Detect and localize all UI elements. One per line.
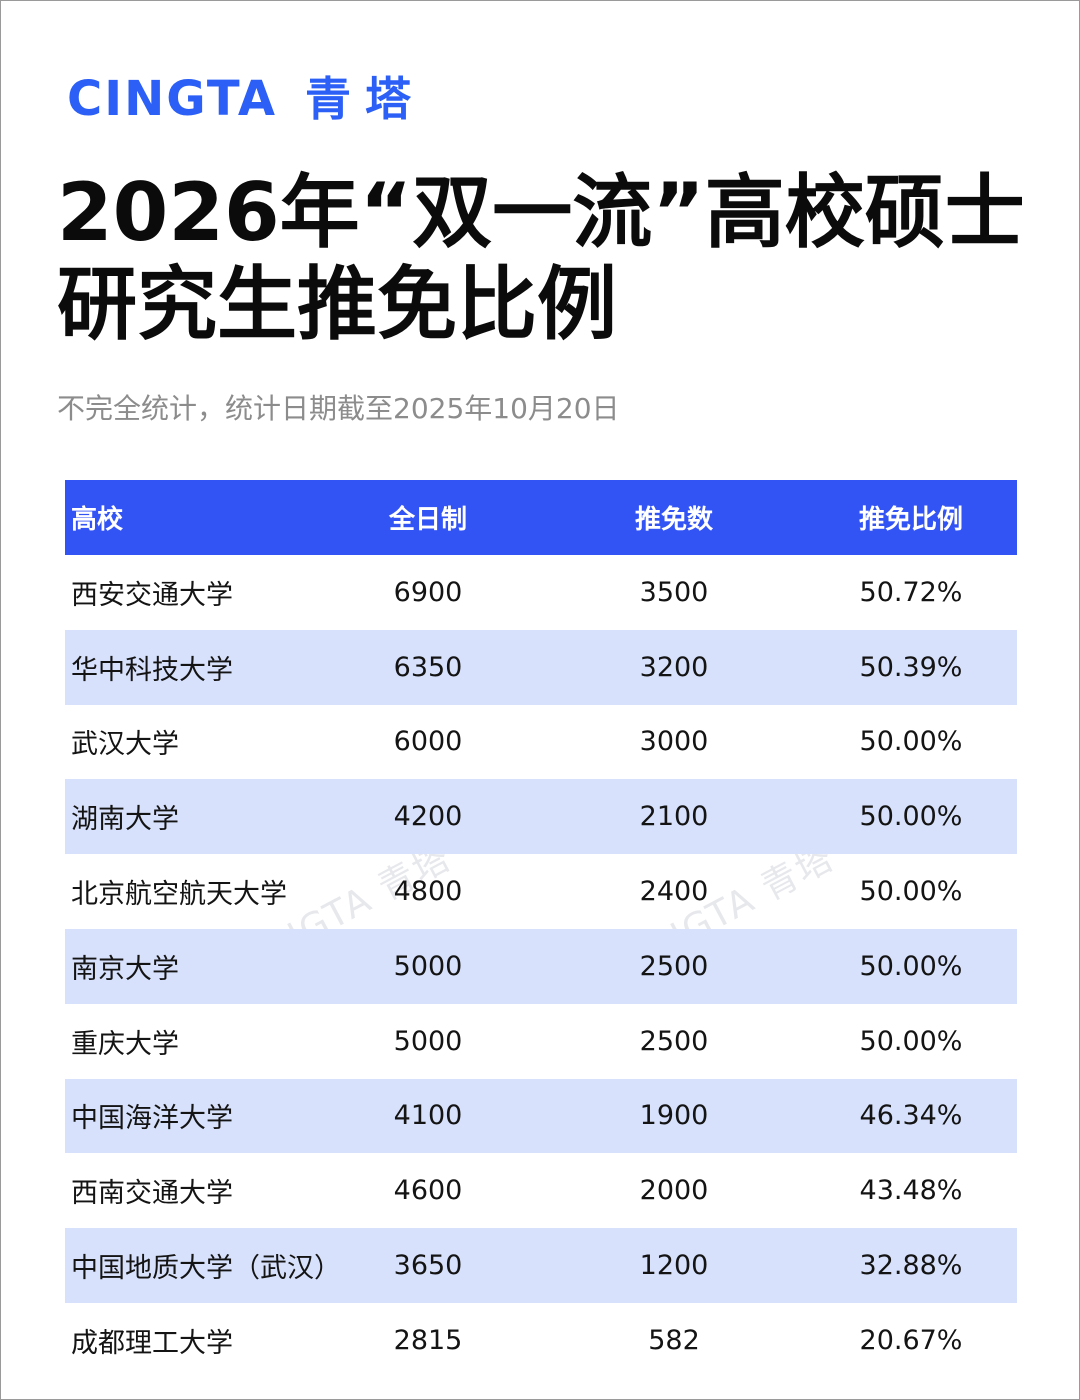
brand-latin-text: CINGTA xyxy=(67,71,277,127)
cell-university: 西南交通大学 xyxy=(71,1178,233,1210)
cell-ratio: 50.00% xyxy=(859,876,963,908)
cell-ratio: 50.00% xyxy=(859,801,963,833)
table-row: 西南交通大学 4600 2000 43.48% xyxy=(65,1153,1017,1228)
ratio-table-container: 高校 全日制 推免数 推免比例 西安交通大学 6900 3500 50.72% … xyxy=(65,480,1017,1378)
header-fulltime: 全日制 xyxy=(388,505,467,535)
cell-fulltime: 3650 xyxy=(393,1250,463,1282)
cell-university: 中国地质大学（武汉） xyxy=(71,1253,341,1285)
brand-logo: CINGTA 青塔 xyxy=(67,63,425,129)
cell-fulltime: 5000 xyxy=(393,950,463,982)
cell-university: 华中科技大学 xyxy=(71,654,233,686)
cell-recommended: 2000 xyxy=(639,1175,709,1207)
cell-recommended: 1900 xyxy=(639,1100,709,1132)
cell-university: 湖南大学 xyxy=(71,804,179,836)
cell-ratio: 50.72% xyxy=(859,576,963,608)
cell-recommended: 582 xyxy=(648,1324,700,1356)
cell-fulltime: 5000 xyxy=(393,1025,463,1057)
brand-chinese-text: 青塔 xyxy=(304,72,425,126)
cell-university: 成都理工大学 xyxy=(71,1327,233,1359)
table-header-row: 高校 全日制 推免数 推免比例 xyxy=(65,480,1017,555)
cell-recommended: 2400 xyxy=(639,876,709,908)
cell-fulltime: 4800 xyxy=(393,876,463,908)
table-row: 华中科技大学 6350 3200 50.39% xyxy=(65,629,1017,705)
cell-fulltime: 4100 xyxy=(393,1100,463,1132)
cell-recommended: 2100 xyxy=(639,801,709,833)
cell-recommended: 3200 xyxy=(639,651,709,683)
cell-recommended: 1200 xyxy=(639,1250,709,1282)
table-row: 北京航空航天大学 4800 2400 50.00% xyxy=(65,854,1017,929)
cell-fulltime: 6000 xyxy=(393,726,463,758)
cell-fulltime: 4200 xyxy=(393,801,463,833)
cell-fulltime: 6900 xyxy=(393,576,463,608)
cell-university: 中国海洋大学 xyxy=(71,1103,233,1135)
cell-recommended: 2500 xyxy=(639,950,709,982)
cell-fulltime: 4600 xyxy=(393,1175,463,1207)
header-ratio: 推免比例 xyxy=(858,505,963,535)
cell-university: 重庆大学 xyxy=(71,1028,179,1060)
cell-fulltime: 2815 xyxy=(393,1324,463,1356)
cell-ratio: 50.00% xyxy=(859,726,963,758)
header-recommended: 推免数 xyxy=(634,505,713,535)
page-subtitle: 不完全统计，统计日期截至2025年10月20日 xyxy=(57,392,620,425)
cell-fulltime: 6350 xyxy=(393,651,463,683)
cell-ratio: 50.00% xyxy=(859,950,963,982)
cell-university: 南京大学 xyxy=(71,953,179,985)
ratio-table: 高校 全日制 推免数 推免比例 西安交通大学 6900 3500 50.72% … xyxy=(65,480,1017,1378)
table-row: 南京大学 5000 2500 50.00% xyxy=(65,928,1017,1004)
cell-ratio: 43.48% xyxy=(859,1175,963,1207)
table-row: 成都理工大学 2815 582 20.67% xyxy=(65,1303,1017,1378)
header-university: 高校 xyxy=(71,505,124,535)
cell-ratio: 50.00% xyxy=(859,1025,963,1057)
cell-recommended: 2500 xyxy=(639,1025,709,1057)
table-row: 重庆大学 5000 2500 50.00% xyxy=(65,1004,1017,1079)
cell-ratio: 20.67% xyxy=(859,1324,963,1356)
table-row: 武汉大学 6000 3000 50.00% xyxy=(65,705,1017,780)
cell-ratio: 50.39% xyxy=(859,651,963,683)
cell-ratio: 32.88% xyxy=(859,1250,963,1282)
table-row: 中国海洋大学 4100 1900 46.34% xyxy=(65,1078,1017,1154)
table-row: 中国地质大学（武汉） 3650 1200 32.88% xyxy=(65,1228,1017,1303)
cell-recommended: 3500 xyxy=(639,576,709,608)
table-row: 湖南大学 4200 2100 50.00% xyxy=(65,779,1017,855)
page-title: 2026年“双一流”高校硕士研究生推免比例 xyxy=(57,166,1025,351)
cell-university: 武汉大学 xyxy=(71,729,179,761)
table-row: 西安交通大学 6900 3500 50.72% xyxy=(65,555,1017,630)
cell-recommended: 3000 xyxy=(639,726,709,758)
cell-university: 北京航空航天大学 xyxy=(71,879,287,911)
cell-university: 西安交通大学 xyxy=(71,579,233,611)
cell-ratio: 46.34% xyxy=(859,1100,963,1132)
